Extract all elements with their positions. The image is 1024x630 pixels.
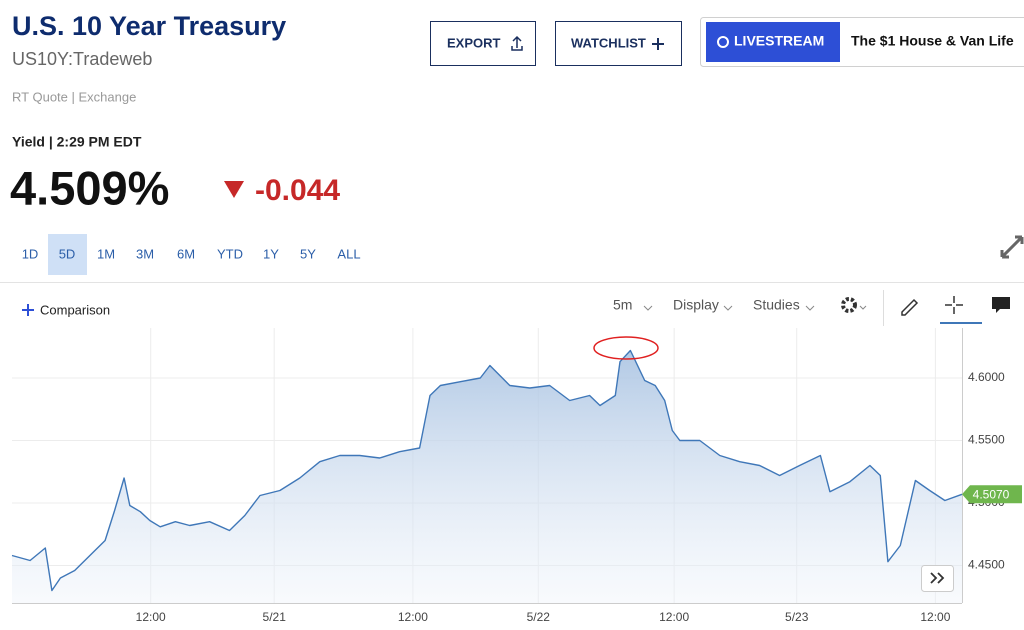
current-label: 4.5070 [973, 487, 1010, 501]
range-active [48, 234, 87, 275]
plus-icon [652, 38, 664, 50]
display[interactable]: Display [673, 297, 719, 313]
expand-icon[interactable] [1000, 235, 1024, 259]
current-badge [962, 485, 1022, 504]
promo-text: The $1 House & Van Life [851, 33, 1014, 49]
range-button[interactable]: 6M [177, 246, 195, 261]
y-tick-label: 4.4500 [968, 558, 1005, 572]
y-tick-label: 4.6000 [968, 370, 1005, 384]
comparison-plus [22, 304, 34, 316]
down-arrow [224, 181, 244, 198]
range-button[interactable]: 5Y [300, 246, 316, 261]
range-button[interactable]: ALL [337, 246, 360, 261]
range-button[interactable]: 1D [22, 246, 39, 261]
price: 4.509% [10, 161, 169, 214]
export-button[interactable] [430, 21, 536, 66]
caret [859, 305, 867, 310]
crosshair-icon[interactable] [945, 296, 963, 314]
caret [723, 305, 733, 311]
draw-icon[interactable] [901, 298, 919, 316]
studies[interactable]: Studies [753, 297, 800, 313]
export-icon [511, 35, 523, 51]
annotation-circle [593, 336, 659, 360]
x-tick-label: 12:00 [659, 610, 689, 624]
x-tick-label: 5/23 [785, 610, 809, 624]
range-button[interactable]: 1Y [263, 246, 279, 261]
quote-source: RT Quote | Exchange [12, 89, 136, 104]
quote-label: Yield | 2:29 PM EDT [12, 134, 142, 150]
caret [643, 305, 653, 311]
range-button[interactable]: YTD [217, 246, 243, 261]
livestream-label: LIVESTREAM [734, 33, 824, 49]
chart: 12:00 5/21 12:00 5/22 12:00 5/23 12:00 4.4500 4.… [11, 328, 1022, 624]
export-label: EXPORT [447, 35, 501, 50]
x-tick-label: 5/22 [527, 610, 551, 624]
line [11, 349, 963, 592]
live-icon [717, 36, 729, 48]
scroll-icon [930, 572, 945, 584]
comment-icon[interactable] [992, 297, 1010, 313]
range-button[interactable]: 3M [136, 246, 154, 261]
change: -0.044 [255, 174, 340, 207]
caret [805, 305, 815, 311]
symbol: US10Y:Tradeweb [12, 49, 152, 69]
range-selector: 1D 5D 1M 3M 6M YTD 1Y 5Y ALL [22, 234, 361, 275]
interval[interactable]: 5m [613, 297, 632, 313]
x-tick-label: 12:00 [920, 610, 950, 624]
range-button[interactable]: 5D [59, 246, 76, 261]
x-tick-label: 5/21 [263, 610, 287, 624]
x-tick-label: 12:00 [398, 610, 428, 624]
settings-icon[interactable] [841, 297, 857, 313]
scroll-button[interactable] [921, 565, 954, 592]
x-tick-label: 12:00 [136, 610, 166, 624]
y-tick-label: 4.5500 [968, 433, 1005, 447]
title: U.S. 10 Year Treasury [12, 11, 286, 41]
comparison[interactable]: Comparison [40, 302, 110, 317]
range-button[interactable]: 1M [97, 246, 115, 261]
watchlist-label: WATCHLIST [571, 35, 646, 50]
area [12, 350, 962, 603]
